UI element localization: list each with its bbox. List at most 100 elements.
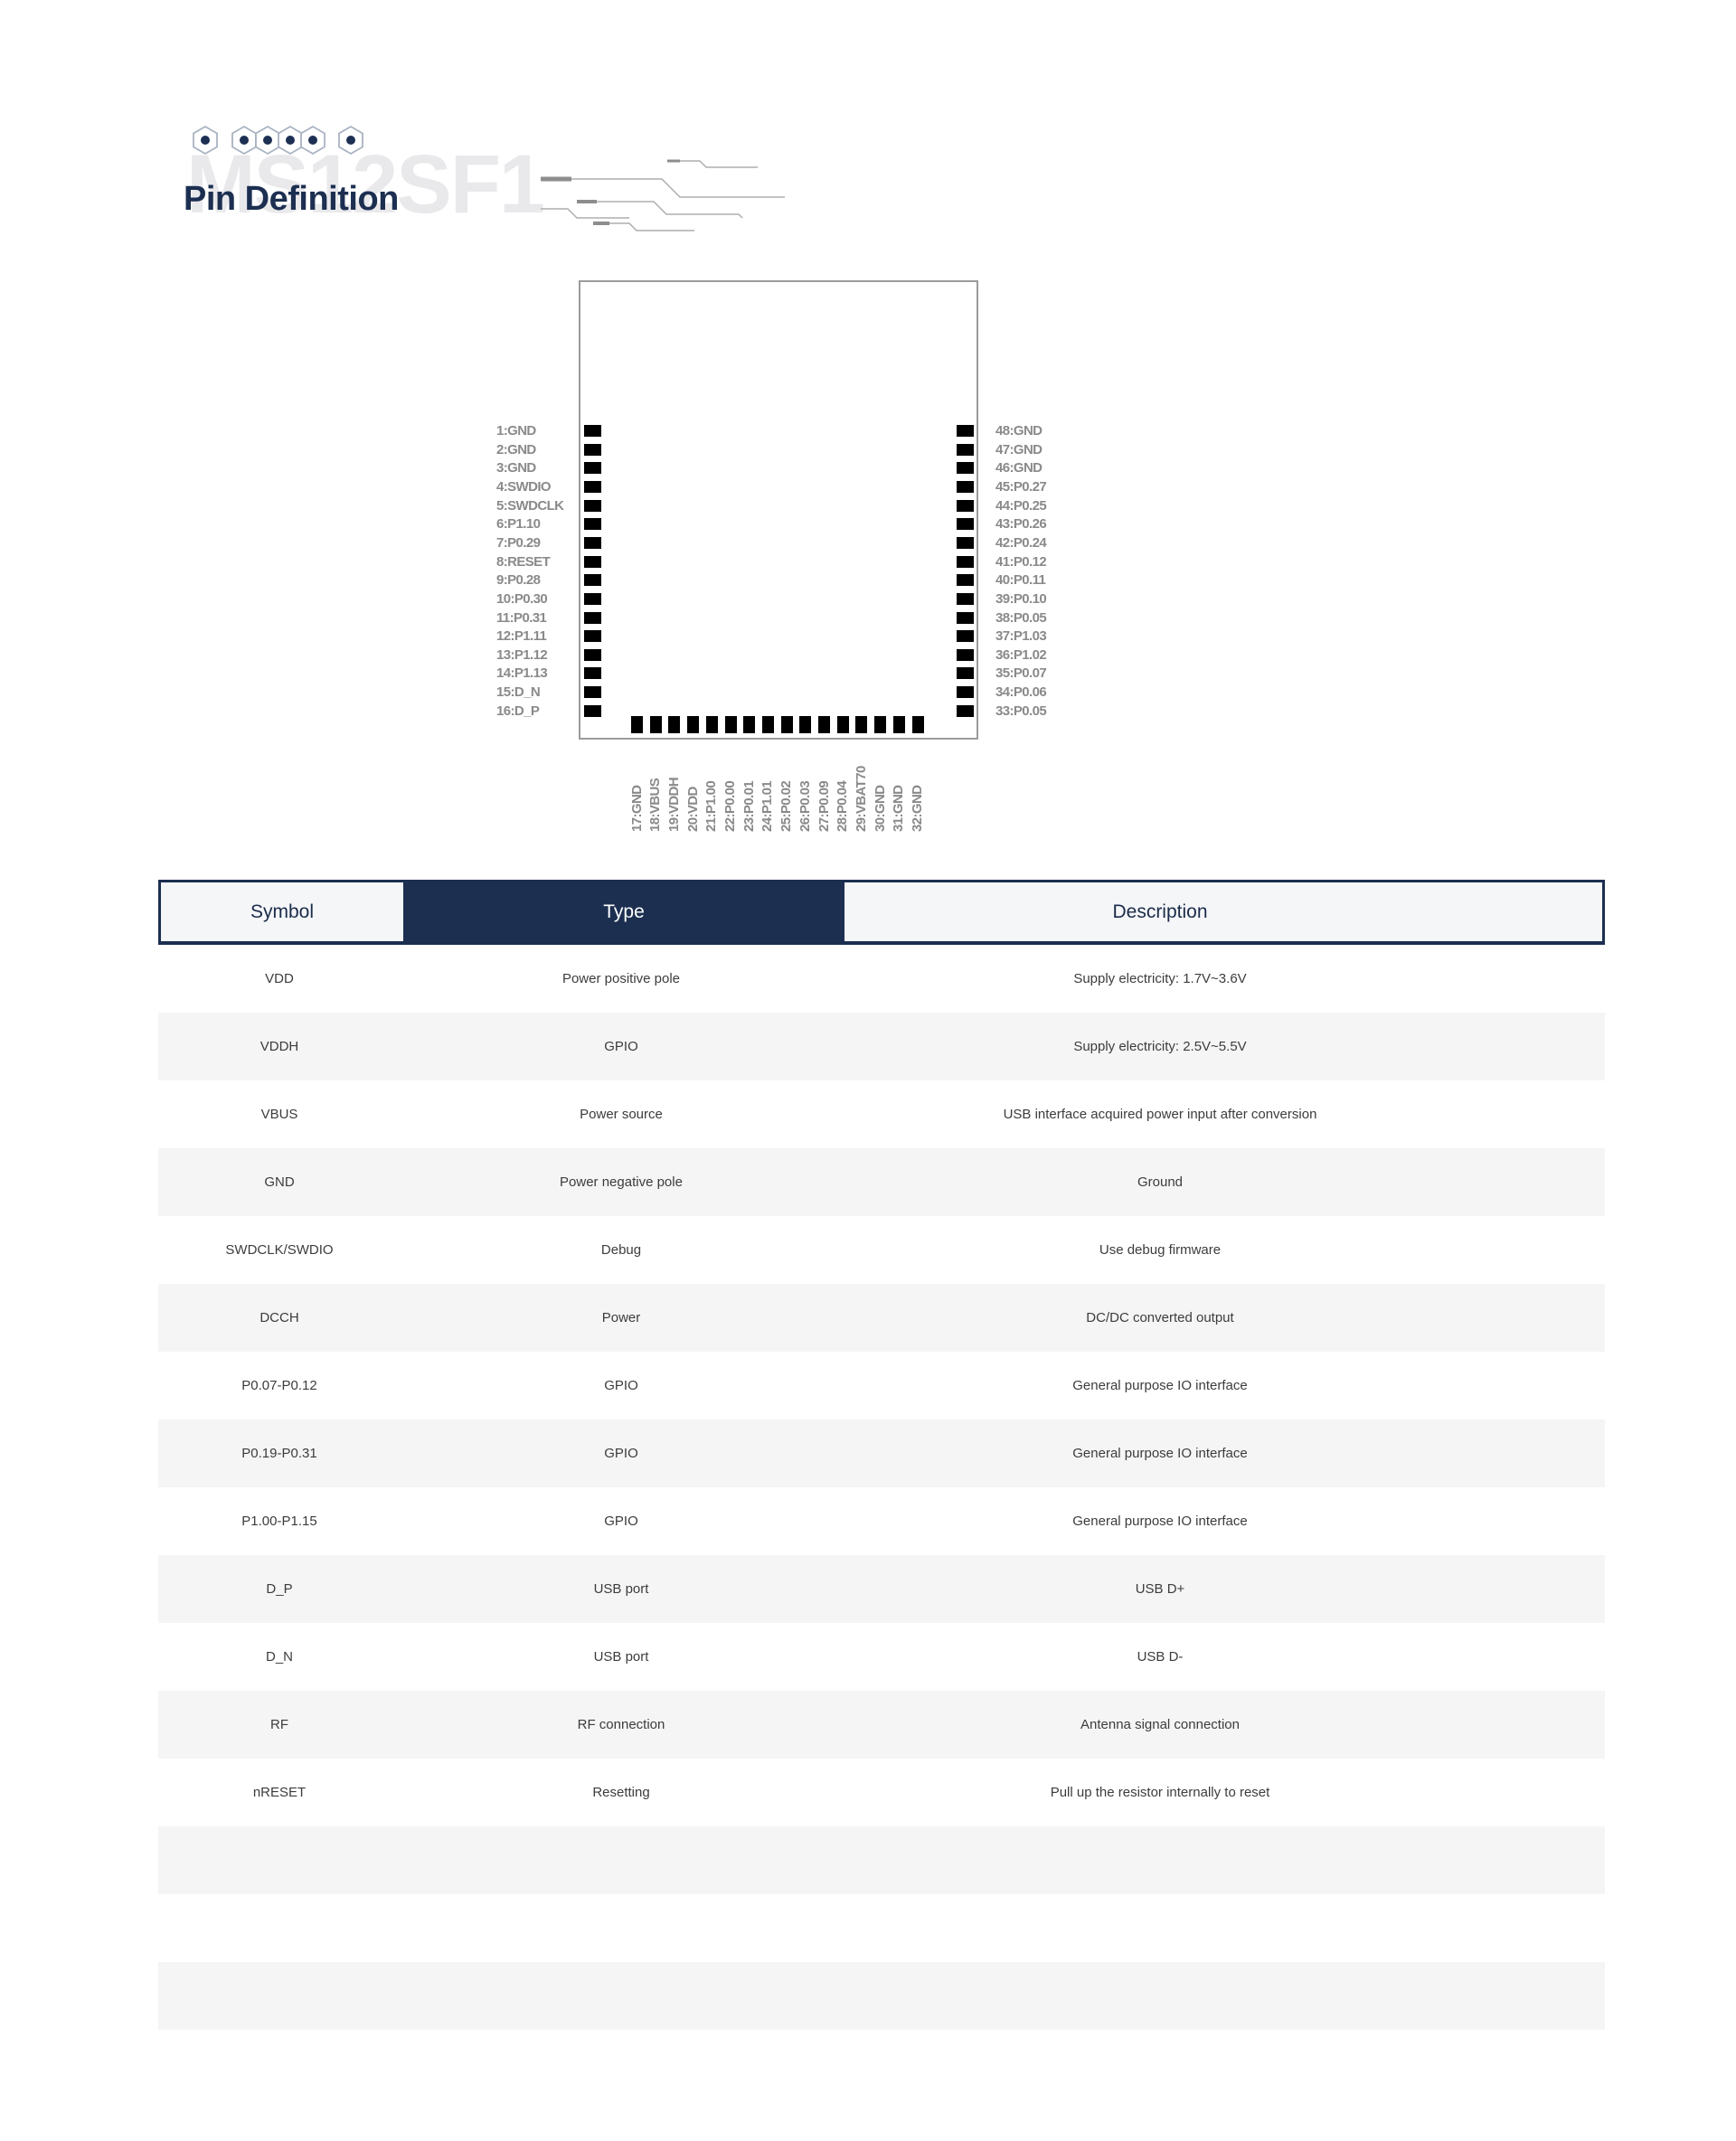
pin-label-left: 12:P1.11 xyxy=(496,628,547,645)
pin-square xyxy=(892,716,905,733)
pin-label-left: 3:GND xyxy=(496,460,536,476)
cell-type: GPIO xyxy=(604,1378,638,1393)
cell-symbol: DCCH xyxy=(259,1310,299,1325)
table-row: VDD Power positive pole Supply electricity… xyxy=(158,945,1605,1013)
table-row: SWDCLK/SWDIO Debug Use debug firmware xyxy=(158,1216,1605,1284)
cell-description: DC/DC converted output xyxy=(1086,1310,1234,1325)
table-row: RF RF connection Antenna signal connection xyxy=(158,1691,1605,1759)
pin-label-left: 14:P1.13 xyxy=(496,665,548,682)
cell-symbol: VBUS xyxy=(260,1107,298,1122)
table-row: P0.19-P0.31 GPIO General purpose IO interf… xyxy=(158,1419,1605,1487)
pin-label-right: 40:P0.11 xyxy=(995,572,1046,589)
pin-square xyxy=(957,686,974,699)
pin-label-bottom: 25:P0.02 xyxy=(778,780,795,832)
cell-description: Ground xyxy=(1137,1174,1184,1190)
pin-square xyxy=(911,716,924,733)
table-row: VDDH GPIO Supply electricity: 2.5V~5.5V xyxy=(158,1013,1605,1080)
table-row xyxy=(158,1826,1605,1894)
pin-square xyxy=(957,592,974,605)
watermark-text: MS12SF1 xyxy=(186,138,545,231)
pin-label-right: 43:P0.26 xyxy=(995,516,1047,533)
cell-description: Use debug firmware xyxy=(1099,1242,1222,1258)
pin-square xyxy=(631,716,643,733)
pin-label-bottom: 18:VBUS xyxy=(647,778,664,832)
pin-label-bottom: 21:P1.00 xyxy=(703,780,720,832)
cell-type xyxy=(401,1826,842,1894)
cell-type: Power positive pole xyxy=(561,971,681,986)
pin-label-bottom: 26:P0.03 xyxy=(797,780,813,832)
pin-label-bottom: 28:P0.04 xyxy=(835,780,851,832)
column-header-symbol: Symbol xyxy=(250,901,315,922)
pin-label-bottom: 22:P0.00 xyxy=(722,780,738,832)
cell-symbol xyxy=(158,1826,401,1894)
pin-label-left: 10:P0.30 xyxy=(496,590,548,607)
chip-pin-diagram: 1:GND 2:GND 3:GND 4:SWDIO 5:SWDCLK 6:P1.10 7:P… xyxy=(0,0,1736,868)
cell-symbol: VDD xyxy=(265,971,294,986)
cell-description: General purpose IO interface xyxy=(1072,1446,1248,1461)
pin-label-bottom: 32:GND xyxy=(910,785,925,832)
cell-description: General purpose IO interface xyxy=(1072,1514,1248,1529)
cell-type: Power negative pole xyxy=(560,1174,683,1190)
pin-square xyxy=(799,716,812,733)
circuit-traces-icon xyxy=(541,159,785,231)
pin-square xyxy=(855,716,868,733)
cell-description: Supply electricity: 2.5V~5.5V xyxy=(1073,1039,1247,1054)
table-row xyxy=(158,1962,1605,2030)
cell-description: USB interface acquired power input after… xyxy=(1003,1107,1317,1122)
page-title: Pin Definition xyxy=(184,180,399,218)
column-header-description: Description xyxy=(1112,901,1208,922)
pin-square xyxy=(957,574,974,587)
pin-square xyxy=(957,648,974,661)
pin-label-right: 36:P1.02 xyxy=(995,646,1047,663)
cell-type: USB port xyxy=(593,1649,649,1665)
pin-label-right: 39:P0.10 xyxy=(995,590,1047,607)
cell-type: GPIO xyxy=(604,1514,638,1529)
pin-square xyxy=(584,536,601,549)
cell-symbol: P0.19-P0.31 xyxy=(241,1446,317,1461)
pin-label-right: 42:P0.24 xyxy=(995,534,1047,551)
cell-type: RF connection xyxy=(577,1717,665,1732)
cell-symbol: RF xyxy=(270,1717,288,1732)
table-row: D_P USB port USB D+ xyxy=(158,1555,1605,1623)
table-row: GND Power negative pole Ground xyxy=(158,1148,1605,1216)
pin-label-right: 44:P0.25 xyxy=(995,497,1047,514)
pin-square xyxy=(743,716,756,733)
pin-label-right: 46:GND xyxy=(995,460,1043,476)
pin-square xyxy=(584,648,601,661)
pin-square xyxy=(957,611,974,624)
cell-symbol xyxy=(158,1894,401,1962)
pin-square xyxy=(705,716,718,733)
pin-square xyxy=(957,555,974,568)
pin-label-bottom: 20:VDD xyxy=(684,787,701,832)
table-row xyxy=(158,1894,1605,1962)
pin-square xyxy=(957,499,974,512)
pin-square xyxy=(957,536,974,549)
table-row: P0.07-P0.12 GPIO General purpose IO interf… xyxy=(158,1352,1605,1419)
cell-symbol xyxy=(158,1962,401,2030)
pin-square xyxy=(584,592,601,605)
pin-label-bottom: 23:P0.01 xyxy=(741,780,757,832)
pin-square xyxy=(957,480,974,493)
pin-label-bottom: 19:VDDH xyxy=(665,778,682,832)
pin-square xyxy=(957,518,974,531)
pin-label-left: 15:D_N xyxy=(496,684,541,701)
cell-description xyxy=(842,1826,1605,1894)
pin-label-left: 11:P0.31 xyxy=(496,609,547,626)
pin-label-left: 1:GND xyxy=(496,423,536,439)
pin-square xyxy=(687,716,700,733)
pin-label-right: 45:P0.27 xyxy=(995,478,1047,495)
pin-square xyxy=(584,704,601,717)
cell-type: Power source xyxy=(580,1107,663,1122)
table-header: Symbol Type Description xyxy=(158,880,1605,945)
cell-type: USB port xyxy=(593,1581,649,1597)
table-row: D_N USB port USB D- xyxy=(158,1623,1605,1691)
pin-square xyxy=(836,716,849,733)
table-row: DCCH Power DC/DC converted output xyxy=(158,1284,1605,1352)
cell-type xyxy=(401,1962,842,2030)
cell-description: USB D- xyxy=(1137,1649,1184,1665)
cell-symbol: SWDCLK/SWDIO xyxy=(225,1242,334,1258)
pin-label-left: 9:P0.28 xyxy=(496,572,541,589)
pin-label-left: 16:D_P xyxy=(496,703,540,719)
table-row: nRESET Resetting Pull up the resistor inte… xyxy=(158,1759,1605,1826)
